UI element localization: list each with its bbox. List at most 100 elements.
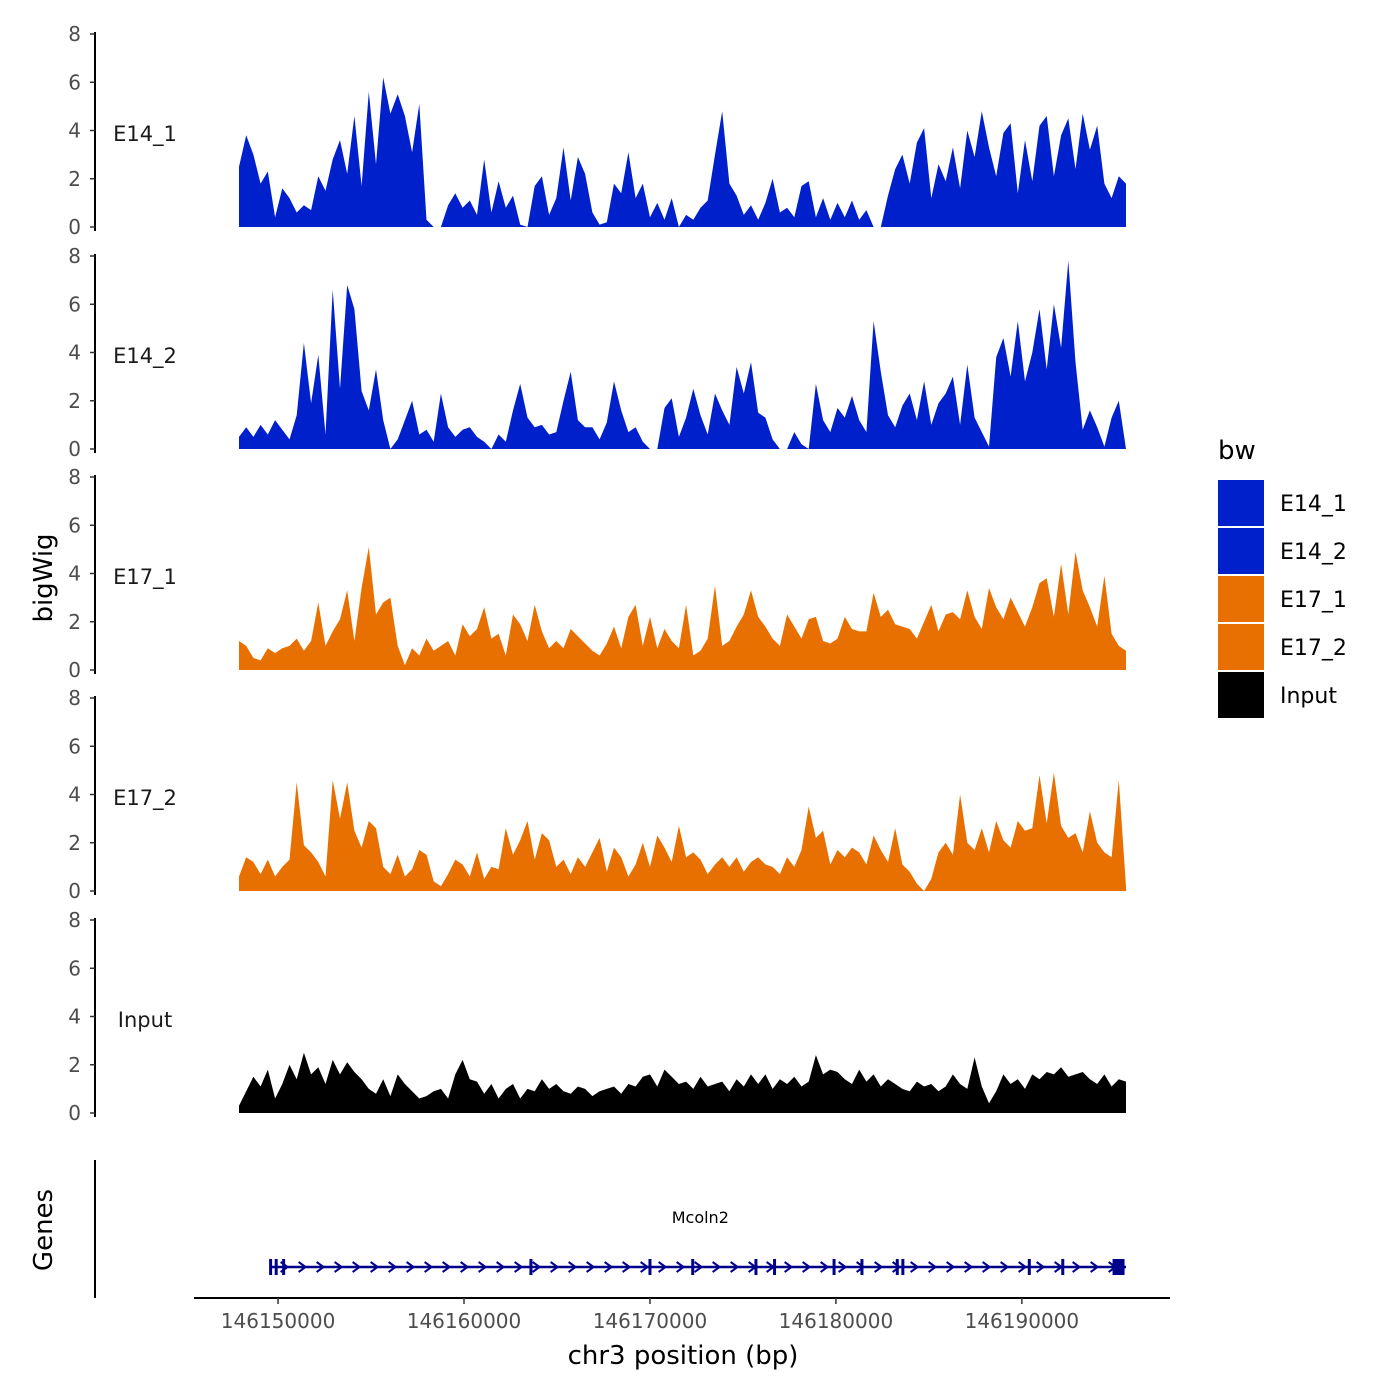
exon-mark [901, 1259, 905, 1275]
strand-arrow [478, 1261, 488, 1273]
exon-mark [282, 1259, 286, 1275]
exon-mark [691, 1259, 695, 1275]
strand-arrow [316, 1261, 326, 1273]
strand-arrow [370, 1261, 380, 1273]
exon-mark [860, 1259, 864, 1275]
strand-arrow [964, 1261, 974, 1273]
signal-area-e14-1 [239, 77, 1126, 228]
strand-arrow [712, 1261, 722, 1273]
strand-arrow [1072, 1261, 1082, 1273]
legend-label: E17_1 [1280, 588, 1347, 613]
strand-arrow [892, 1261, 902, 1273]
track-input: 0 2 4 6 8 Input [68, 908, 1126, 1125]
strand-arrow [1036, 1261, 1046, 1273]
track-label: E17_2 [113, 786, 177, 811]
legend-label: E14_1 [1280, 492, 1347, 517]
y-axis-title: bigWig [29, 533, 59, 622]
gene-label: Mcoln2 [672, 1208, 729, 1227]
legend-item-e14-1: E14_1 [1218, 480, 1347, 526]
strand-arrow [784, 1261, 794, 1273]
legend-title: bw [1218, 436, 1256, 466]
strand-arrow [406, 1261, 416, 1273]
legend-swatch [1218, 672, 1264, 718]
exon-mark [832, 1259, 836, 1275]
x-tick-label: 146160000 [407, 1309, 522, 1333]
exon-mark [274, 1259, 278, 1275]
strand-arrow [1000, 1261, 1010, 1273]
strand-arrow [910, 1261, 920, 1273]
y-tick-label: 8 [68, 22, 81, 46]
strand-arrow [856, 1261, 866, 1273]
strand-arrow [514, 1261, 524, 1273]
y-tick-label: 6 [68, 70, 81, 94]
y-tick-label: 2 [68, 167, 81, 191]
strand-arrow [352, 1261, 362, 1273]
y-tick-label: 4 [68, 341, 81, 365]
exon-mark [648, 1259, 652, 1275]
strand-arrow [730, 1261, 740, 1273]
strand-arrow [460, 1261, 470, 1273]
exon-mark [895, 1259, 899, 1275]
legend-item-input: Input [1218, 672, 1337, 718]
y-tick-label: 2 [68, 1053, 81, 1077]
y-tick-label: 8 [68, 908, 81, 932]
strand-arrow [694, 1261, 704, 1273]
exon-mark [754, 1259, 758, 1275]
x-tick-label: 146170000 [593, 1309, 708, 1333]
strand-arrow [802, 1261, 812, 1273]
track-label: Input [118, 1008, 172, 1032]
signal-area-e14-2 [239, 260, 1126, 449]
y-tick-label: 0 [68, 215, 81, 239]
track-label: E14_1 [113, 122, 177, 147]
strand-arrow [838, 1261, 848, 1273]
exon-mark [1112, 1259, 1125, 1275]
signal-area-input [239, 1052, 1126, 1113]
strand-arrow [442, 1261, 452, 1273]
x-tick-label: 146180000 [779, 1309, 894, 1333]
strand-arrow [550, 1261, 560, 1273]
y-tick-label: 8 [68, 465, 81, 489]
legend-swatch [1218, 528, 1264, 574]
strand-arrow [532, 1261, 542, 1273]
y-tick-label: 0 [68, 1101, 81, 1125]
y-tick-label: 6 [68, 513, 81, 537]
track-e17-2: 0 2 4 6 8 E17_2 [68, 686, 1126, 903]
gene-mcoln2: Mcoln2 [269, 1208, 1126, 1275]
y-tick-label: 0 [68, 658, 81, 682]
gene-panel: Mcoln2 [94, 1160, 1126, 1298]
y-tick-label: 4 [68, 562, 81, 586]
strand-arrow [676, 1261, 686, 1273]
strand-arrow [388, 1261, 398, 1273]
strand-arrow [658, 1261, 668, 1273]
track-e14-1: 0 2 4 6 8 E14_1 [68, 22, 1126, 239]
y-tick-label: 0 [68, 437, 81, 461]
y-tick-label: 2 [68, 389, 81, 413]
strand-arrow [604, 1261, 614, 1273]
strand-arrow [982, 1261, 992, 1273]
legend-label: Input [1280, 684, 1337, 709]
genes-panel-title: Genes [29, 1189, 59, 1271]
y-tick-label: 4 [68, 783, 81, 807]
y-tick-label: 6 [68, 956, 81, 980]
y-tick-label: 6 [68, 292, 81, 316]
strand-arrow [874, 1261, 884, 1273]
exon-mark [1027, 1259, 1031, 1275]
strand-arrow [586, 1261, 596, 1273]
x-tick-label: 146190000 [965, 1309, 1080, 1333]
x-tick-label: 146150000 [221, 1309, 336, 1333]
y-tick-label: 0 [68, 879, 81, 903]
y-tick-label: 4 [68, 1005, 81, 1029]
strand-arrow [1090, 1261, 1100, 1273]
y-tick-label: 8 [68, 686, 81, 710]
legend-swatch [1218, 480, 1264, 526]
track-e17-1: 0 2 4 6 8 E17_1 [68, 465, 1126, 682]
signal-area-e17-1 [239, 547, 1126, 670]
legend-item-e17-1: E17_1 [1218, 576, 1347, 622]
legend-swatch [1218, 624, 1264, 670]
exon-mark [529, 1259, 533, 1275]
strand-arrow [334, 1261, 344, 1273]
signal-area-e17-2 [239, 772, 1126, 891]
legend-label: E14_2 [1280, 540, 1347, 565]
strand-arrow [568, 1261, 578, 1273]
